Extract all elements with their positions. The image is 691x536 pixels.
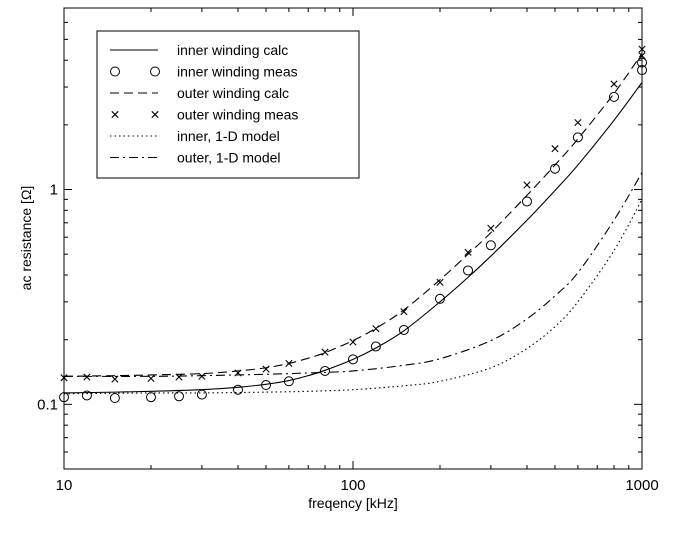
x-marker-stroke xyxy=(551,145,559,153)
series-group xyxy=(59,45,647,404)
y-axis-label: ac resistance [Ω] xyxy=(18,186,34,291)
x-marker xyxy=(111,110,119,119)
x-marker xyxy=(111,375,119,383)
x-marker xyxy=(523,181,531,189)
x-marker-stroke xyxy=(111,110,119,119)
series-line-inner-1-d-model xyxy=(63,199,643,395)
circle-marker xyxy=(572,132,583,143)
circle-marker xyxy=(109,393,120,404)
x-marker xyxy=(400,308,408,316)
x-tick-label: 100 xyxy=(340,477,365,494)
circle-marker xyxy=(608,91,619,102)
circle-marker xyxy=(398,324,409,335)
circle-marker xyxy=(283,376,294,387)
x-marker-stroke xyxy=(487,224,495,232)
x-marker xyxy=(638,45,646,53)
circle-marker xyxy=(550,163,561,174)
circle-marker xyxy=(261,380,272,391)
x-marker xyxy=(285,359,293,368)
x-axis-label: freqency [kHz] xyxy=(308,495,397,511)
x-marker-stroke xyxy=(151,110,159,119)
x-marker xyxy=(321,348,329,356)
x-marker xyxy=(436,278,444,286)
circle-marker xyxy=(370,341,381,352)
x-marker xyxy=(487,224,495,232)
circle-marker xyxy=(81,390,92,401)
circle-marker xyxy=(145,392,156,403)
y-tick-label: 0.1 xyxy=(37,396,58,413)
x-marker-stroke xyxy=(111,375,119,383)
circle-marker xyxy=(232,384,243,395)
x-marker xyxy=(372,325,380,333)
x-marker xyxy=(574,118,582,127)
tick-group: 10 100 1000 0.1 1 xyxy=(37,7,659,494)
x-marker-stroke xyxy=(464,248,472,256)
x-marker xyxy=(151,110,159,119)
circle-marker xyxy=(521,196,532,207)
series-markers-inner-winding-meas xyxy=(59,57,647,404)
circle-marker xyxy=(196,389,207,400)
x-marker xyxy=(60,374,68,382)
legend-label-outer-winding-meas: outer winding meas xyxy=(177,107,298,123)
circle-marker xyxy=(319,365,330,376)
circle-marker xyxy=(174,391,185,402)
series-line-outer-winding-calc xyxy=(63,53,643,377)
x-marker-stroke xyxy=(610,80,618,88)
x-marker-stroke xyxy=(285,359,293,368)
x-marker-stroke xyxy=(372,325,380,333)
y-tick-label: 1 xyxy=(50,182,58,199)
x-marker-stroke xyxy=(83,373,91,381)
x-marker-stroke xyxy=(436,278,444,286)
x-marker-stroke xyxy=(198,372,206,380)
series-line-outer-1-d-model xyxy=(63,172,643,377)
x-tick-label: 1000 xyxy=(625,477,658,494)
x-marker-stroke xyxy=(400,308,408,316)
x-marker-stroke xyxy=(175,373,183,381)
x-marker xyxy=(610,80,618,88)
x-marker xyxy=(83,373,91,381)
legend-box xyxy=(96,30,360,179)
circle-marker xyxy=(150,66,160,77)
series-line-inner-winding-calc xyxy=(63,82,643,394)
x-marker xyxy=(464,248,472,256)
circle-marker xyxy=(463,265,474,276)
circle-marker xyxy=(59,392,69,403)
circle-marker xyxy=(348,354,358,365)
x-marker-stroke xyxy=(321,348,329,356)
x-marker xyxy=(349,338,357,346)
circle-marker xyxy=(637,65,647,76)
x-marker xyxy=(198,372,206,380)
x-marker-stroke xyxy=(638,52,646,60)
x-marker-stroke xyxy=(638,45,646,53)
legend-label-inner-winding-meas: inner winding meas xyxy=(177,64,298,80)
x-marker-stroke xyxy=(574,118,582,127)
legend-label-inner-1-d-model: inner, 1-D model xyxy=(177,128,280,144)
x-tick-label: 10 xyxy=(56,477,73,494)
legend: inner winding calc inner winding meas oute… xyxy=(96,30,360,179)
circle-marker xyxy=(110,66,120,77)
x-marker-stroke xyxy=(523,181,531,189)
x-marker-stroke xyxy=(349,338,357,346)
circle-marker xyxy=(485,240,496,251)
legend-label-outer-winding-calc: outer winding calc xyxy=(177,85,289,101)
x-marker-stroke xyxy=(60,374,68,382)
legend-label-outer-1-d-model: outer, 1-D model xyxy=(177,150,281,166)
circle-marker xyxy=(434,293,445,304)
x-marker xyxy=(551,145,559,153)
x-marker-stroke xyxy=(262,365,270,373)
x-marker xyxy=(638,52,646,60)
x-marker xyxy=(175,373,183,381)
x-marker xyxy=(262,365,270,373)
legend-label-inner-winding-calc: inner winding calc xyxy=(177,42,288,58)
circle-marker xyxy=(637,57,647,68)
